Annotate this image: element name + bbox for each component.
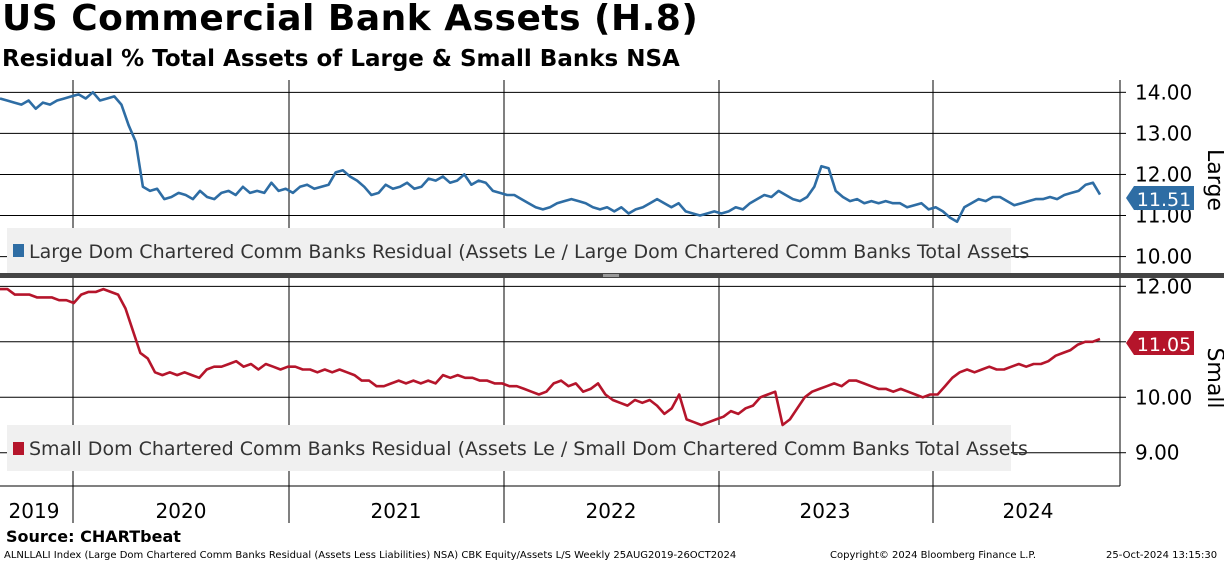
chart-lines <box>0 91 1102 427</box>
legend-large-swatch <box>13 244 24 257</box>
x-tick-label: 2023 <box>800 499 851 523</box>
source-note: Source: CHARTbeat <box>6 527 181 546</box>
legend-large: Large Dom Chartered Comm Banks Residual … <box>7 228 1029 274</box>
series-line-small <box>0 287 1101 427</box>
y-tick-label: 14.00 <box>1135 80 1192 104</box>
panel-divider-grip[interactable] <box>603 274 619 277</box>
x-tick-label: 2024 <box>1003 499 1054 523</box>
last-value-large-badge: 11.51 <box>1126 186 1194 211</box>
y-tick-label: 13.00 <box>1135 121 1192 145</box>
last-value-small-badge: 11.05 <box>1126 331 1194 356</box>
y-tick-label: 9.00 <box>1135 441 1180 465</box>
legend-large-label: Large Dom Chartered Comm Banks Residual … <box>29 241 1029 263</box>
x-tick-label: 2021 <box>371 499 422 523</box>
y-tick-label: 12.00 <box>1135 274 1192 298</box>
y-tick-label: 10.00 <box>1135 385 1192 409</box>
y-tick-label: 12.00 <box>1135 162 1192 186</box>
x-tick-label: 2019 <box>9 499 60 523</box>
legend-large-bg <box>7 228 1011 274</box>
footer-description: ALNLLALI Index (Large Dom Chartered Comm… <box>4 550 737 561</box>
legend-small-swatch <box>13 442 24 455</box>
chart-title: US Commercial Bank Assets (H.8) <box>2 0 699 39</box>
x-tick-label: 2020 <box>156 499 207 523</box>
chart-subtitle: Residual % Total Assets of Large & Small… <box>2 46 680 72</box>
footer-timestamp: 25-Oct-2024 13:15:30 <box>1106 550 1218 561</box>
axis-title-small: Small <box>1202 347 1224 408</box>
legend-small-label: Small Dom Chartered Comm Banks Residual … <box>29 438 1028 460</box>
footer-copyright: Copyright© 2024 Bloomberg Finance L.P. <box>830 550 1037 561</box>
legend-small: Small Dom Chartered Comm Banks Residual … <box>7 425 1028 471</box>
last-value-large: 11.51 <box>1137 189 1191 211</box>
legend-small-bg <box>7 425 1011 471</box>
series-line-large <box>0 91 1102 223</box>
x-axis-labels: 2019 2020 2021 2022 2023 2024 <box>9 499 1054 523</box>
y-tick-label: 10.00 <box>1135 245 1192 269</box>
x-tick-label: 2022 <box>586 499 637 523</box>
last-value-small: 11.05 <box>1137 334 1191 356</box>
chart-ticks: 14.0013.0012.0011.0010.0012.0011.0010.00… <box>1120 80 1192 465</box>
axis-title-large: Large <box>1202 149 1224 211</box>
